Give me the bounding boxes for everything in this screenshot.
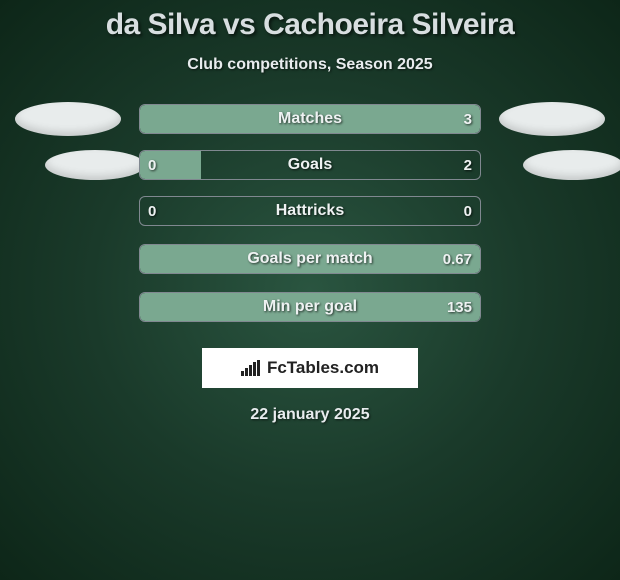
stat-label: Hattricks: [140, 197, 480, 225]
subtitle: Club competitions, Season 2025: [187, 56, 432, 74]
player-right-avatar: [523, 150, 620, 180]
stat-value-right: 3: [464, 105, 472, 133]
fctables-logo: FcTables.com: [202, 348, 418, 388]
stat-bar: Matches3: [139, 104, 481, 134]
stat-bar: Goals per match0.67: [139, 244, 481, 274]
chart-icon: [241, 360, 261, 376]
stat-row: 0Hattricks0: [0, 194, 620, 228]
stat-rows: Matches30Goals20Hattricks0Goals per matc…: [0, 74, 620, 324]
stat-bar: 0Goals2: [139, 150, 481, 180]
player-left-avatar: [45, 150, 145, 180]
stat-value-right: 0.67: [443, 245, 472, 273]
player-left-avatar: [15, 102, 121, 136]
date-text: 22 january 2025: [250, 406, 369, 424]
stat-value-right: 135: [447, 293, 472, 321]
stat-value-left: 0: [148, 197, 156, 225]
stat-bar-fill: [140, 105, 480, 133]
stat-row: Matches3: [0, 102, 620, 136]
player-right-avatar: [499, 102, 605, 136]
comparison-infographic: da Silva vs Cachoeira Silveira Club comp…: [0, 0, 620, 580]
stat-row: 0Goals2: [0, 150, 620, 180]
stat-value-left: 0: [148, 151, 156, 179]
stat-bar: Min per goal135: [139, 292, 481, 322]
logo-text: FcTables.com: [267, 358, 379, 378]
stat-bar-fill: [140, 245, 480, 273]
stat-row: Goals per match0.67: [0, 242, 620, 276]
stat-bar: 0Hattricks0: [139, 196, 481, 226]
stat-value-right: 0: [464, 197, 472, 225]
stat-value-right: 2: [464, 151, 472, 179]
stat-row: Min per goal135: [0, 290, 620, 324]
page-title: da Silva vs Cachoeira Silveira: [106, 8, 515, 42]
stat-bar-fill: [140, 293, 480, 321]
